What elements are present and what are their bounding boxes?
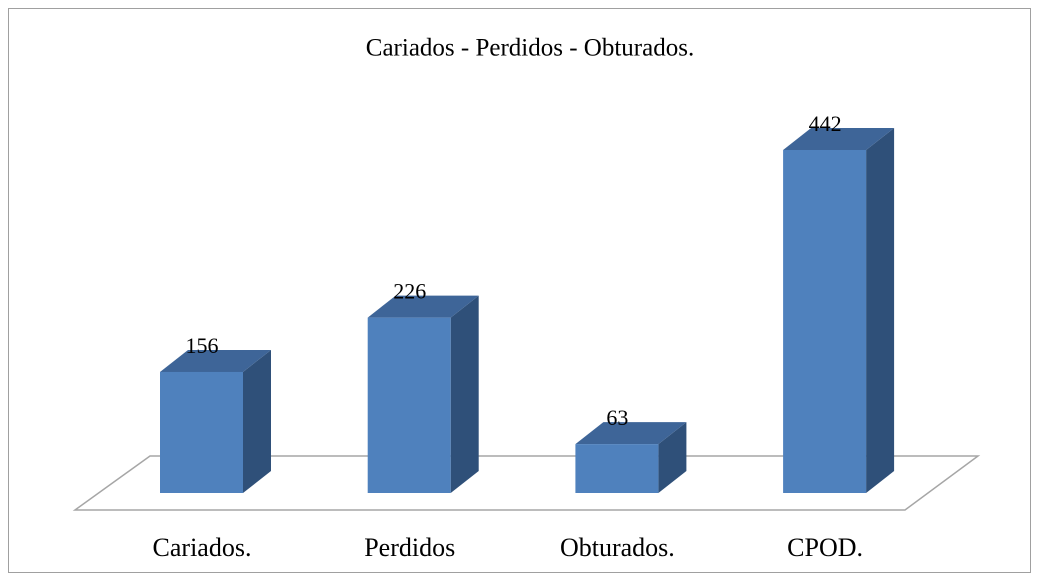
bar-top: [575, 422, 687, 445]
data-label: 63: [606, 405, 628, 430]
chart-title: Cariados - Perdidos - Obturados.: [366, 35, 694, 62]
x-tick-label: CPOD.: [787, 533, 863, 562]
bar-top: [160, 349, 271, 372]
bar-side: [243, 349, 271, 493]
bar-top: [783, 128, 895, 150]
x-tick-label: Perdidos: [364, 533, 455, 562]
bar-side: [450, 295, 479, 493]
bar: [575, 444, 659, 493]
bar-top: [367, 295, 479, 318]
x-tick-label: Cariados.: [153, 533, 252, 562]
bar-side: [658, 422, 687, 493]
data-label: 442: [809, 111, 842, 136]
bar: [783, 150, 867, 493]
bar: [160, 371, 243, 493]
x-tick-label: Obturados.: [560, 533, 675, 562]
data-label: 156: [186, 333, 219, 358]
bar-side: [866, 128, 895, 493]
bar: [367, 317, 451, 493]
data-label: 226: [393, 279, 426, 304]
floor: [72, 455, 981, 511]
